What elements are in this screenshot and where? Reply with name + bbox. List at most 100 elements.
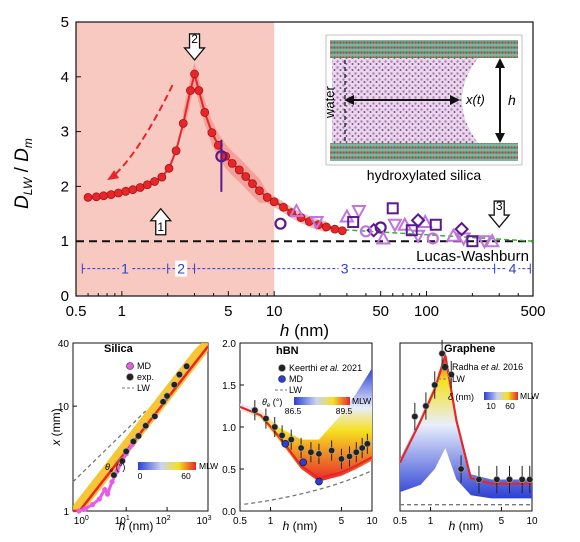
main-point: [186, 86, 195, 95]
main-point: [262, 192, 272, 202]
regime-markers: 1 2 3 4: [81, 260, 531, 277]
silica-exp-point: [151, 412, 159, 420]
y-tick-label: 1: [63, 507, 69, 518]
hbn-cbar-label: θe (°): [262, 397, 282, 409]
x-tick-label: 0.5: [66, 303, 87, 320]
data-point: [476, 235, 493, 250]
x-tick-label: 5: [224, 303, 232, 320]
regime-label-bg: [338, 260, 351, 277]
main-point: [241, 172, 251, 181]
x-tick-label: 1: [118, 303, 126, 320]
silica-exp-point: [118, 457, 126, 465]
data-point: [347, 216, 360, 229]
regime-label: 4: [509, 261, 517, 277]
x-tick-label: 5: [499, 516, 505, 527]
y-tick-label: 1.5: [222, 381, 236, 392]
regime-arrow-label: 1: [157, 220, 164, 234]
x-tick-label: 1: [428, 516, 434, 527]
silica-panel: 1 10 40 100 101 102 103 Silica MD exp. LW θe (…: [49, 339, 218, 533]
y-tick-label: 0: [61, 288, 69, 305]
hbn-keerthi-point: [358, 444, 366, 452]
inset-xt-label: x(t): [465, 92, 485, 107]
data-point: [429, 218, 442, 231]
main-point: [269, 197, 279, 207]
main-point: [337, 226, 347, 236]
data-point: [484, 233, 500, 248]
main-point: [178, 118, 188, 128]
silica-series: [72, 343, 209, 514]
hbn-keerthi-point: [328, 447, 336, 455]
y-tick-label: 4: [61, 69, 69, 86]
hbn-keerthi-point: [287, 436, 295, 444]
regime-label: 1: [121, 261, 129, 277]
silica-exp-point: [135, 432, 143, 440]
data-point: [445, 227, 462, 242]
main-point: [106, 190, 116, 200]
hbn-md-point: [281, 439, 290, 448]
graphene-radha-point: [431, 381, 439, 389]
data-point: [351, 205, 367, 220]
data-point: [386, 202, 399, 215]
y-tick-label: 10: [58, 402, 70, 413]
main-point: [157, 172, 167, 182]
regime-label-bg: [175, 260, 188, 277]
main-point: [227, 158, 237, 168]
main-point: [99, 191, 109, 201]
x-tick-label: 10: [266, 303, 283, 320]
main-axes: 0 1 2 3 4 5 0.5 1 5 10 50 100 500: [61, 14, 546, 320]
silica-md-point: [109, 479, 115, 485]
graphene-radha-point: [457, 465, 465, 473]
data-point: [215, 150, 228, 163]
main-point: [164, 163, 174, 173]
silica-exp-point: [163, 392, 171, 400]
legend-md: MD: [289, 374, 303, 384]
hbn-x-axis-label: h (nm): [283, 519, 318, 533]
top-wall: [330, 40, 518, 58]
graphene-colorbar: δ (nm) MLW 10 60: [448, 391, 539, 411]
legend-exp: exp.: [137, 372, 154, 382]
inset-water-label: water: [322, 86, 337, 119]
graphene-band: [400, 351, 532, 499]
lucas-washburn-label: Lucas-Washburn: [416, 248, 529, 265]
hbn-panel: 0.00.51.01.52.00.5 1 5 10 hBN Keerthi et al…: [222, 339, 378, 533]
hbn-cbar-end: MLW: [352, 396, 371, 406]
x-tick-label: 0.5: [393, 516, 407, 527]
direction-arrow: [110, 84, 174, 179]
graphene-radha-point: [526, 475, 534, 483]
x-tick-label: 102: [156, 515, 171, 527]
panel-frame: [399, 342, 533, 512]
legend-lw: LW: [452, 374, 465, 384]
hbn-keerthi-point: [278, 431, 286, 439]
regime-arrow: [183, 33, 206, 61]
graphene-radha-point: [505, 475, 513, 483]
graphene-series: [399, 339, 534, 506]
data-point: [426, 232, 439, 245]
silica-cbar-label: θe (°): [105, 462, 125, 474]
regime-arrow-label: 2: [191, 32, 198, 46]
hbn-keerthi-point: [345, 452, 353, 460]
silica-exp-point: [183, 362, 191, 370]
silica-exp-point: [129, 437, 137, 445]
main-point: [171, 146, 181, 156]
legend-lw: LW: [289, 385, 302, 395]
main-point: [255, 186, 264, 196]
x-tick-label: 500: [520, 303, 545, 320]
silica-cbar-right: 60: [181, 471, 191, 481]
main-point: [128, 185, 138, 195]
graphene-x-axis-label: h (nm): [449, 519, 484, 533]
silica-colorbar: θe (°) MLW 0 60: [105, 461, 218, 481]
main-point: [234, 165, 244, 175]
main-point: [190, 69, 199, 79]
silica-md-point: [89, 502, 96, 508]
main-point: [248, 179, 257, 189]
main-point: [114, 188, 123, 198]
main-point: [121, 186, 131, 196]
silica-md-point: [96, 496, 102, 502]
y-tick-label: 0.0: [222, 507, 236, 518]
silica-cbar-end: MLW: [199, 461, 218, 471]
silica-x-axis-label: h (nm): [119, 519, 154, 533]
graphene-panel: 0.5 1 5 10 Graphene Radha et al. 2016 LW δ …: [393, 339, 539, 533]
main-chart: 0 1 2 3 4 5 0.5 1 5 10 50 100 500 Lucas-Washburn 1 2 3…: [12, 14, 546, 340]
bottom-wall: [330, 143, 518, 161]
silica-legend: MD exp. LW: [122, 361, 154, 393]
